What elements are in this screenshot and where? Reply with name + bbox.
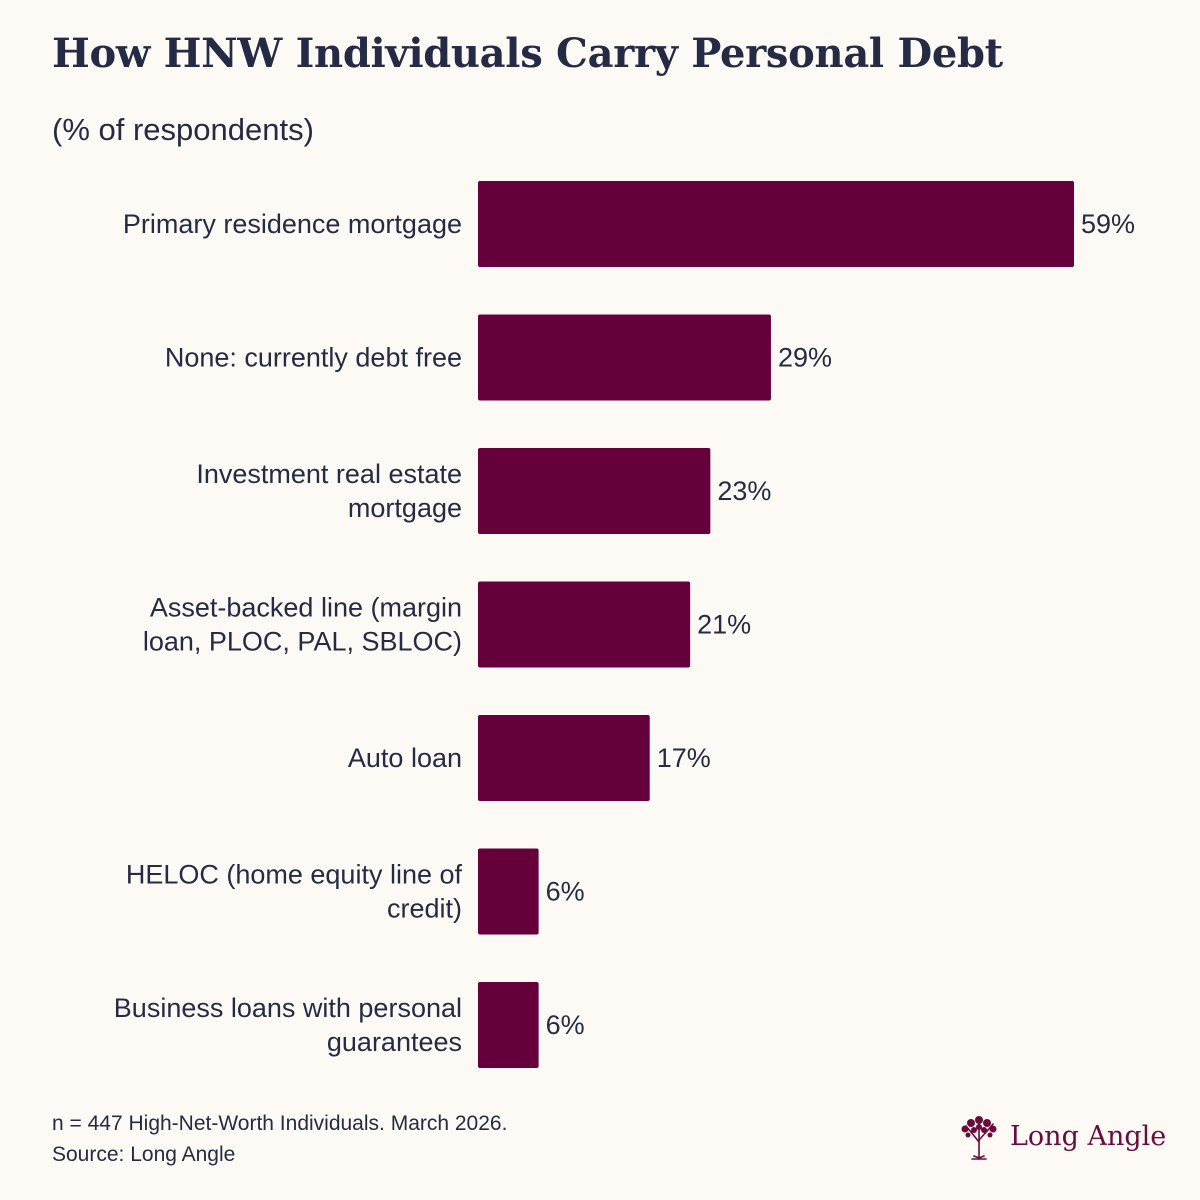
bar-value-label: 29%	[778, 343, 832, 373]
tree-icon	[961, 1116, 997, 1160]
category-label-line: Investment real estate	[196, 459, 462, 489]
bar-value-label: 59%	[1081, 209, 1135, 239]
bar	[478, 448, 711, 534]
category-label-line: Asset-backed line (margin	[150, 593, 462, 623]
category-label-line: None: currently debt free	[165, 343, 462, 373]
bar-value-label: 21%	[697, 610, 751, 640]
bar	[478, 715, 650, 801]
bar-value-label: 6%	[546, 1010, 585, 1040]
bar	[478, 314, 771, 401]
sample-note: n = 447 High-Net-Worth Individuals. Marc…	[52, 1112, 508, 1135]
chart-footer: n = 447 High-Net-Worth Individuals. Marc…	[52, 1108, 507, 1170]
category-label-line: Primary residence mortgage	[123, 209, 462, 239]
category-label: Investment real estate mortgage	[196, 459, 462, 523]
category-label: Auto loan	[348, 743, 462, 773]
bar-value-label: 17%	[657, 743, 711, 773]
bar-chart: 59% Primary residence mortgage 29% None: cu…	[114, 181, 1135, 1068]
category-label-line: loan, PLOC, PAL, SBLOC)	[143, 627, 462, 657]
category-label: HELOC (home equity line of credit)	[126, 860, 463, 924]
bar-value-label: 6%	[546, 877, 585, 907]
category-label-line: Auto loan	[348, 743, 462, 773]
category-label-line: Business loans with personal	[114, 993, 462, 1023]
bar	[478, 581, 691, 668]
category-label-line: HELOC (home equity line of	[126, 860, 463, 890]
bar-value-label: 23%	[717, 476, 771, 506]
brand-logo: Long Angle	[958, 1112, 1166, 1160]
bar	[478, 848, 539, 935]
bar	[478, 181, 1074, 267]
chart-title: How HNW Individuals Carry Personal Debt	[52, 30, 1003, 77]
brand-name: Long Angle	[1010, 1120, 1167, 1152]
source-note: Source: Long Angle	[52, 1143, 236, 1166]
category-label: None: currently debt free	[165, 343, 462, 373]
chart-subtitle: (% of respondents)	[52, 112, 314, 147]
category-label: Business loans with personal guarantees	[114, 993, 462, 1057]
category-label-line: credit)	[387, 894, 462, 924]
bar	[478, 982, 539, 1068]
category-label: Asset-backed line (margin loan, PLOC, PAL…	[143, 593, 462, 657]
category-label-line: guarantees	[327, 1027, 462, 1057]
category-label-line: mortgage	[348, 493, 462, 523]
category-label: Primary residence mortgage	[123, 209, 462, 239]
